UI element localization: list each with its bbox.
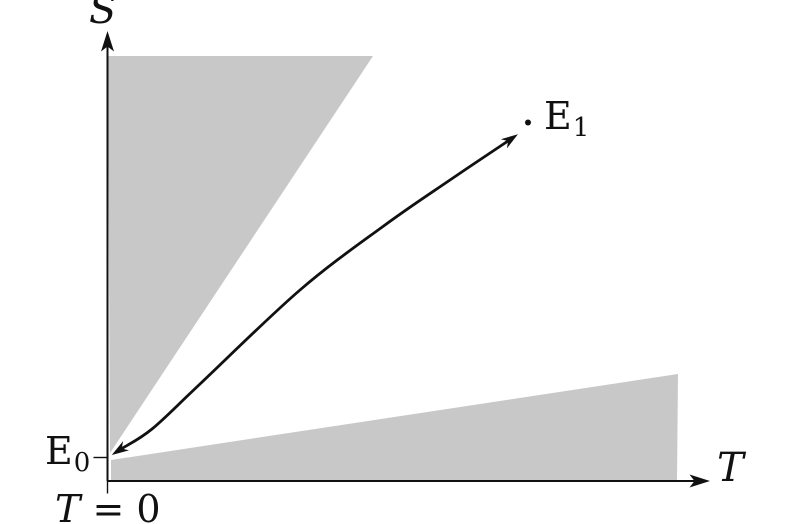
origin-annotation: T = 0 (55, 490, 161, 524)
upper-forbidden-region (108, 56, 373, 453)
endpoint-dot (525, 119, 531, 126)
x-axis-label: T (717, 445, 744, 491)
lower-forbidden-region (111, 374, 678, 480)
end-point-label-subscript: 1 (572, 113, 590, 143)
curve-end-arrowhead-icon (500, 134, 518, 149)
s-axis-arrowhead-icon (101, 31, 114, 52)
curve-start-arrowhead-icon (111, 441, 130, 455)
start-point-label-subscript: 0 (73, 448, 91, 478)
end-point-label-main: E (544, 94, 572, 138)
y-axis-label: S (89, 0, 117, 33)
process-curve (119, 139, 510, 451)
start-point-label-main: E (45, 429, 73, 473)
origin-annotation-value: = 0 (80, 487, 161, 524)
t-axis-arrowhead-icon (689, 474, 710, 488)
origin-annotation-variable: T (55, 487, 81, 524)
end-point-label: E1 (544, 94, 589, 141)
start-point-label: E0 (45, 429, 90, 476)
